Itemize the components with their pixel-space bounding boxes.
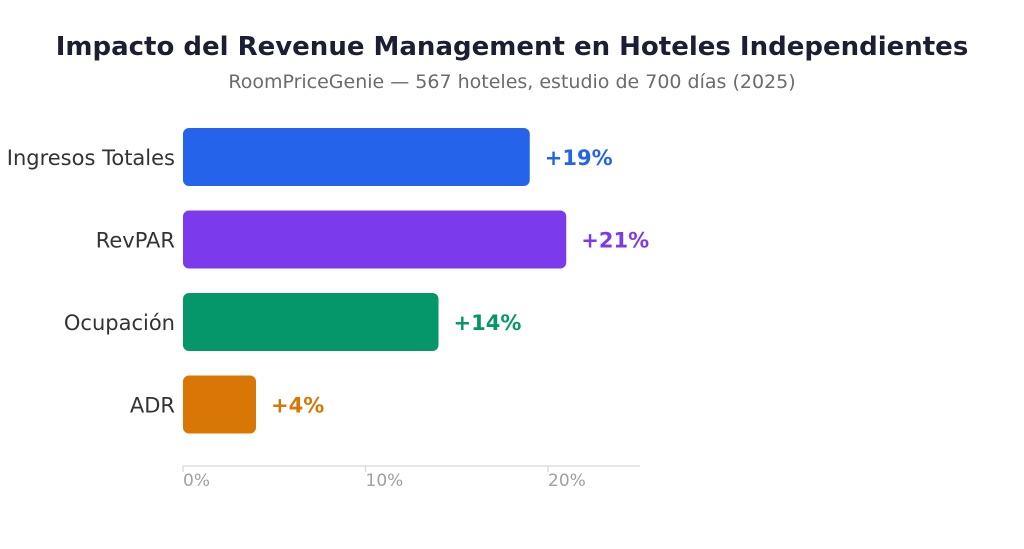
- value-label-0: +19%: [545, 146, 613, 170]
- category-label-2: Ocupación: [64, 311, 175, 335]
- x-tick-label-0: 0%: [183, 471, 210, 491]
- x-tick-label-2: 20%: [548, 471, 586, 491]
- chart-title: Impacto del Revenue Management en Hotele…: [56, 32, 969, 62]
- value-label-2: +14%: [454, 311, 522, 335]
- bar-2: [183, 293, 439, 351]
- bars-layer: Ingresos Totales +19% RevPAR +21% Ocupación +…: [7, 128, 649, 434]
- x-tick-label-1: 10%: [366, 471, 404, 491]
- chart-subtitle: RoomPriceGenie — 567 hoteles, estudio de…: [228, 71, 795, 93]
- bar-1: [183, 210, 567, 269]
- value-label-3: +4%: [271, 394, 324, 418]
- bar-3: [183, 375, 256, 434]
- category-label-1: RevPAR: [96, 229, 175, 253]
- category-label-3: ADR: [130, 394, 175, 418]
- bar-0: [183, 128, 530, 186]
- value-label-1: +21%: [581, 229, 649, 253]
- category-label-0: Ingresos Totales: [7, 146, 175, 170]
- x-axis: 0% 10% 20%: [182, 465, 640, 491]
